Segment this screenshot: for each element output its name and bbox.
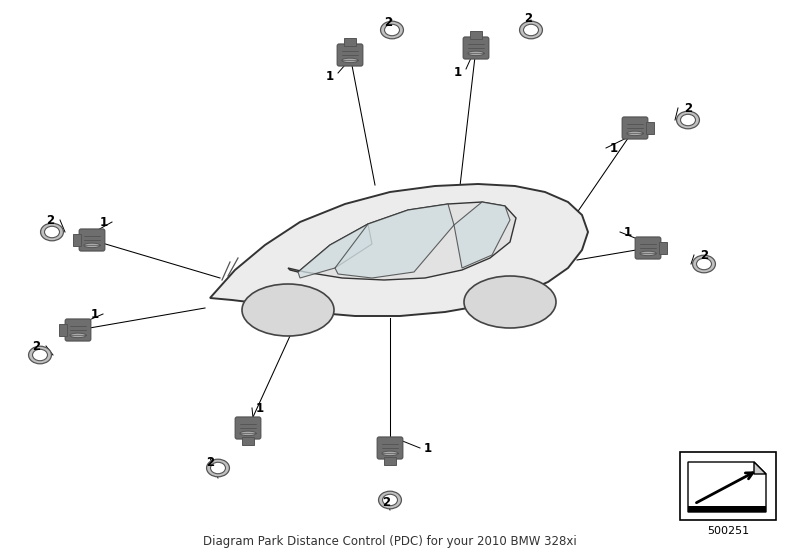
- Polygon shape: [754, 462, 766, 474]
- Bar: [384, 457, 396, 465]
- Text: 1: 1: [610, 142, 618, 155]
- Ellipse shape: [33, 349, 47, 361]
- Text: 1: 1: [454, 66, 462, 78]
- FancyBboxPatch shape: [622, 117, 648, 139]
- Text: 1: 1: [326, 69, 334, 82]
- Ellipse shape: [468, 51, 484, 55]
- Text: 1: 1: [256, 402, 264, 414]
- Ellipse shape: [627, 131, 643, 136]
- Ellipse shape: [640, 251, 656, 256]
- Bar: [680, 452, 776, 520]
- Text: 1: 1: [91, 307, 99, 320]
- Bar: [688, 506, 766, 512]
- Ellipse shape: [382, 451, 398, 456]
- Text: 1: 1: [100, 216, 108, 228]
- Text: 2: 2: [700, 249, 708, 262]
- Text: 2: 2: [524, 12, 532, 25]
- FancyBboxPatch shape: [338, 44, 363, 66]
- Ellipse shape: [41, 223, 63, 241]
- Text: 2: 2: [384, 16, 392, 29]
- FancyBboxPatch shape: [463, 37, 489, 59]
- Ellipse shape: [342, 58, 358, 63]
- Ellipse shape: [242, 284, 334, 336]
- Ellipse shape: [464, 276, 556, 328]
- Ellipse shape: [84, 243, 100, 248]
- Polygon shape: [288, 202, 516, 280]
- Bar: [59, 324, 67, 337]
- Ellipse shape: [381, 21, 403, 39]
- FancyBboxPatch shape: [235, 417, 261, 439]
- Ellipse shape: [693, 255, 715, 273]
- Bar: [470, 31, 482, 39]
- Ellipse shape: [210, 463, 226, 474]
- Text: 2: 2: [46, 213, 54, 226]
- FancyBboxPatch shape: [66, 319, 91, 341]
- Ellipse shape: [240, 431, 256, 436]
- Polygon shape: [298, 224, 372, 278]
- Ellipse shape: [523, 24, 538, 36]
- Text: 2: 2: [382, 496, 390, 508]
- Polygon shape: [688, 462, 766, 512]
- Ellipse shape: [378, 491, 402, 509]
- FancyBboxPatch shape: [79, 229, 105, 251]
- Polygon shape: [335, 204, 454, 278]
- Polygon shape: [210, 184, 588, 316]
- Ellipse shape: [697, 258, 711, 270]
- Bar: [646, 122, 654, 134]
- Text: 1: 1: [424, 441, 432, 455]
- FancyBboxPatch shape: [635, 237, 661, 259]
- Polygon shape: [454, 202, 510, 268]
- Text: 2: 2: [684, 101, 692, 114]
- Ellipse shape: [45, 226, 59, 238]
- Ellipse shape: [681, 114, 695, 126]
- Bar: [659, 242, 667, 254]
- Bar: [344, 38, 356, 46]
- Ellipse shape: [29, 346, 51, 364]
- FancyBboxPatch shape: [378, 437, 403, 459]
- Ellipse shape: [382, 494, 398, 506]
- Ellipse shape: [519, 21, 542, 39]
- Bar: [242, 437, 254, 445]
- Ellipse shape: [385, 24, 399, 36]
- Ellipse shape: [677, 111, 699, 129]
- Text: 2: 2: [206, 455, 214, 469]
- Text: 500251: 500251: [707, 526, 749, 536]
- Text: Diagram Park Distance Control (PDC) for your 2010 BMW 328xi: Diagram Park Distance Control (PDC) for …: [203, 535, 577, 548]
- Ellipse shape: [206, 459, 230, 477]
- Text: 1: 1: [624, 226, 632, 239]
- Bar: [73, 234, 82, 246]
- Text: 2: 2: [32, 339, 40, 352]
- Ellipse shape: [70, 333, 86, 338]
